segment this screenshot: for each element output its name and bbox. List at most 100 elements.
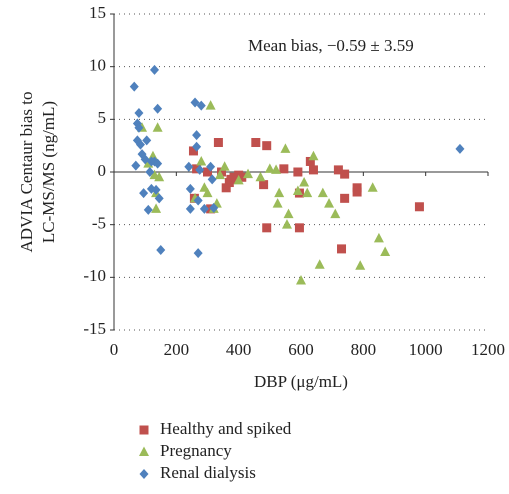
point — [209, 202, 219, 213]
point — [283, 208, 294, 219]
point — [184, 161, 194, 172]
point — [206, 161, 216, 172]
legend-marker — [139, 425, 149, 435]
point — [134, 108, 144, 119]
point — [414, 202, 424, 212]
x-tick-label: 400 — [226, 340, 252, 359]
point — [190, 97, 200, 108]
y-tick-label: 0 — [98, 161, 107, 180]
point — [302, 187, 313, 198]
annotation: Mean bias, −0.59 ± 3.59 — [248, 36, 414, 55]
x-axis-label: DBP (μg/mL) — [254, 372, 348, 391]
point — [367, 182, 378, 192]
point — [455, 143, 465, 154]
point — [380, 246, 391, 257]
point — [207, 174, 217, 185]
point — [153, 103, 163, 114]
x-tick-label: 1200 — [471, 340, 505, 359]
point — [255, 171, 266, 182]
point — [296, 274, 306, 285]
point — [129, 81, 139, 92]
point — [134, 122, 144, 133]
y-tick-label: -5 — [92, 214, 106, 233]
point — [281, 219, 292, 229]
point — [154, 171, 165, 182]
point — [292, 185, 303, 195]
point — [324, 198, 335, 208]
y-tick-label: -10 — [83, 266, 106, 285]
point — [262, 141, 272, 151]
point — [202, 187, 213, 198]
x-tick-label: 200 — [164, 340, 190, 359]
point — [337, 244, 347, 254]
point — [264, 163, 275, 173]
point — [237, 172, 247, 182]
y-axis-label: ADVIA Centaur bias to — [17, 91, 36, 252]
legend-marker — [139, 469, 149, 479]
point — [219, 161, 230, 171]
point — [142, 135, 152, 146]
point — [199, 203, 209, 214]
point — [196, 155, 207, 166]
point — [151, 184, 161, 195]
point — [193, 248, 203, 259]
point — [131, 160, 141, 171]
point — [314, 259, 325, 269]
point — [373, 232, 384, 243]
point — [352, 187, 362, 197]
y-tick-label: 15 — [89, 3, 106, 22]
point — [229, 172, 239, 182]
legend-marker — [139, 446, 149, 456]
point — [153, 158, 163, 169]
point — [150, 64, 160, 75]
point — [308, 150, 319, 161]
y-tick-label: -15 — [83, 319, 106, 338]
x-tick-label: 0 — [110, 340, 119, 359]
point — [139, 188, 149, 199]
y-tick-label: 10 — [89, 56, 106, 75]
point — [279, 164, 289, 174]
point — [214, 169, 225, 180]
point — [135, 139, 145, 150]
point — [217, 167, 227, 177]
x-tick-label: 1000 — [409, 340, 443, 359]
point — [274, 187, 285, 198]
x-tick-label: 800 — [351, 340, 377, 359]
point — [280, 143, 291, 153]
point — [205, 100, 216, 110]
point — [196, 100, 206, 111]
point — [156, 244, 166, 255]
x-tick-label: 600 — [288, 340, 314, 359]
point — [262, 223, 272, 233]
point — [203, 167, 212, 177]
point — [221, 183, 231, 193]
legend-label: Pregnancy — [160, 441, 232, 460]
point — [294, 223, 304, 233]
point — [251, 138, 261, 148]
point — [192, 141, 202, 152]
point — [188, 146, 198, 156]
point — [195, 164, 205, 175]
point — [145, 167, 155, 177]
point — [192, 130, 202, 141]
point — [293, 167, 303, 177]
point — [185, 203, 195, 214]
point — [185, 183, 195, 194]
point — [151, 203, 162, 213]
point — [330, 208, 341, 219]
legend-label: Healthy and spiked — [160, 419, 292, 438]
point — [317, 187, 328, 198]
point — [143, 204, 153, 215]
point — [340, 193, 350, 203]
point — [299, 177, 310, 187]
point — [308, 165, 318, 175]
legend-label: Renal dialysis — [160, 463, 256, 482]
point — [272, 198, 283, 208]
point — [305, 156, 315, 166]
point — [259, 180, 269, 190]
point — [154, 193, 164, 204]
point — [243, 168, 254, 179]
point — [233, 174, 244, 185]
y-tick-label: 5 — [98, 108, 107, 127]
